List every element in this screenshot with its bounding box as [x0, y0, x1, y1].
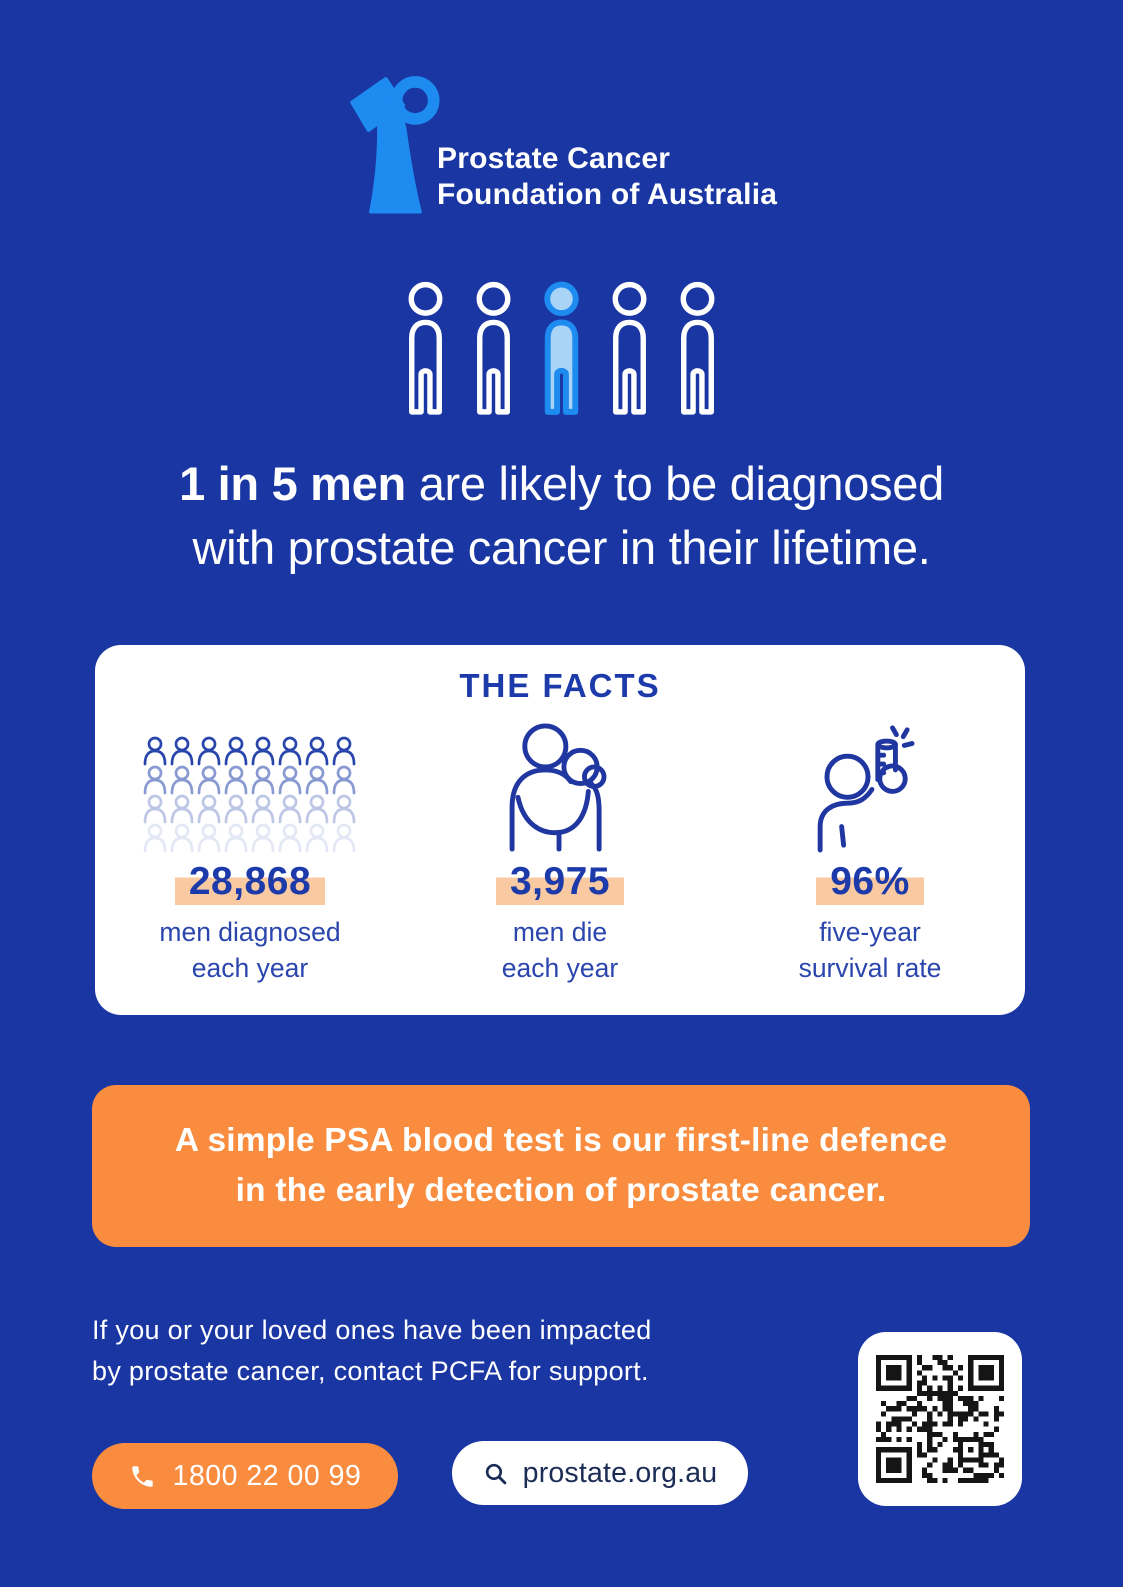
banner-line2: in the early detection of prostate cance…: [235, 1172, 887, 1209]
phone-button[interactable]: 1800 22 00 99: [92, 1443, 398, 1509]
website-button[interactable]: prostate.org.au: [452, 1441, 748, 1505]
website-url: prostate.org.au: [522, 1456, 718, 1489]
facts-title: THE FACTS: [459, 667, 661, 704]
fact-diagnosed: 28,868 men diagnosed each year: [95, 715, 405, 986]
fact-deaths: 3,975 men die each year: [405, 715, 715, 986]
logo-line2: Foundation of Australia: [437, 178, 778, 211]
qr-card: [858, 1332, 1022, 1506]
stat-value: 3,975: [495, 859, 625, 905]
phone-icon: [131, 1465, 153, 1487]
facts-card: THE FACTS 28,868 men diagnosed each year: [95, 645, 1025, 1015]
test-tube-icon: [817, 725, 915, 853]
stat-value: 96%: [816, 859, 924, 905]
banner-line1: A simple PSA blood test is our first-lin…: [174, 1122, 948, 1159]
stat-label: men die each year: [501, 917, 619, 983]
person-icon: [612, 281, 647, 415]
logo-line1: Prostate Cancer: [437, 142, 671, 175]
embrace-icon: [509, 723, 607, 852]
headline-rest: are likely to be diagnosed: [405, 457, 945, 510]
stat-value: 28,868: [174, 859, 326, 905]
person-icon-highlighted: [544, 281, 579, 415]
headline-line2: with prostate cancer in their lifetime.: [192, 521, 931, 574]
person-icon: [408, 281, 443, 415]
page-title: 1 in 5 men are likely to be diagnosed wi…: [0, 452, 1123, 580]
qr-code: [876, 1355, 1004, 1483]
fact-survival: 96% five-year survival rate: [715, 715, 1025, 986]
person-icon: [680, 281, 715, 415]
crowd-icon: [143, 736, 356, 853]
phone-number: 1800 22 00 99: [172, 1459, 362, 1492]
person-icon: [476, 281, 511, 415]
support-text: If you or your loved ones have been impa…: [92, 1315, 652, 1386]
logo-wordmark: Prostate Cancer Foundation of Australia: [437, 141, 777, 213]
stat-label: five-year survival rate: [798, 917, 942, 983]
one-in-five-pictogram: [0, 278, 1123, 418]
ribbon-logo-icon: [350, 76, 440, 214]
search-icon: [485, 1463, 506, 1484]
psa-banner: A simple PSA blood test is our first-lin…: [92, 1085, 1030, 1247]
stat-label: men diagnosed each year: [159, 917, 341, 983]
headline-bold: 1 in 5 men: [179, 457, 406, 510]
